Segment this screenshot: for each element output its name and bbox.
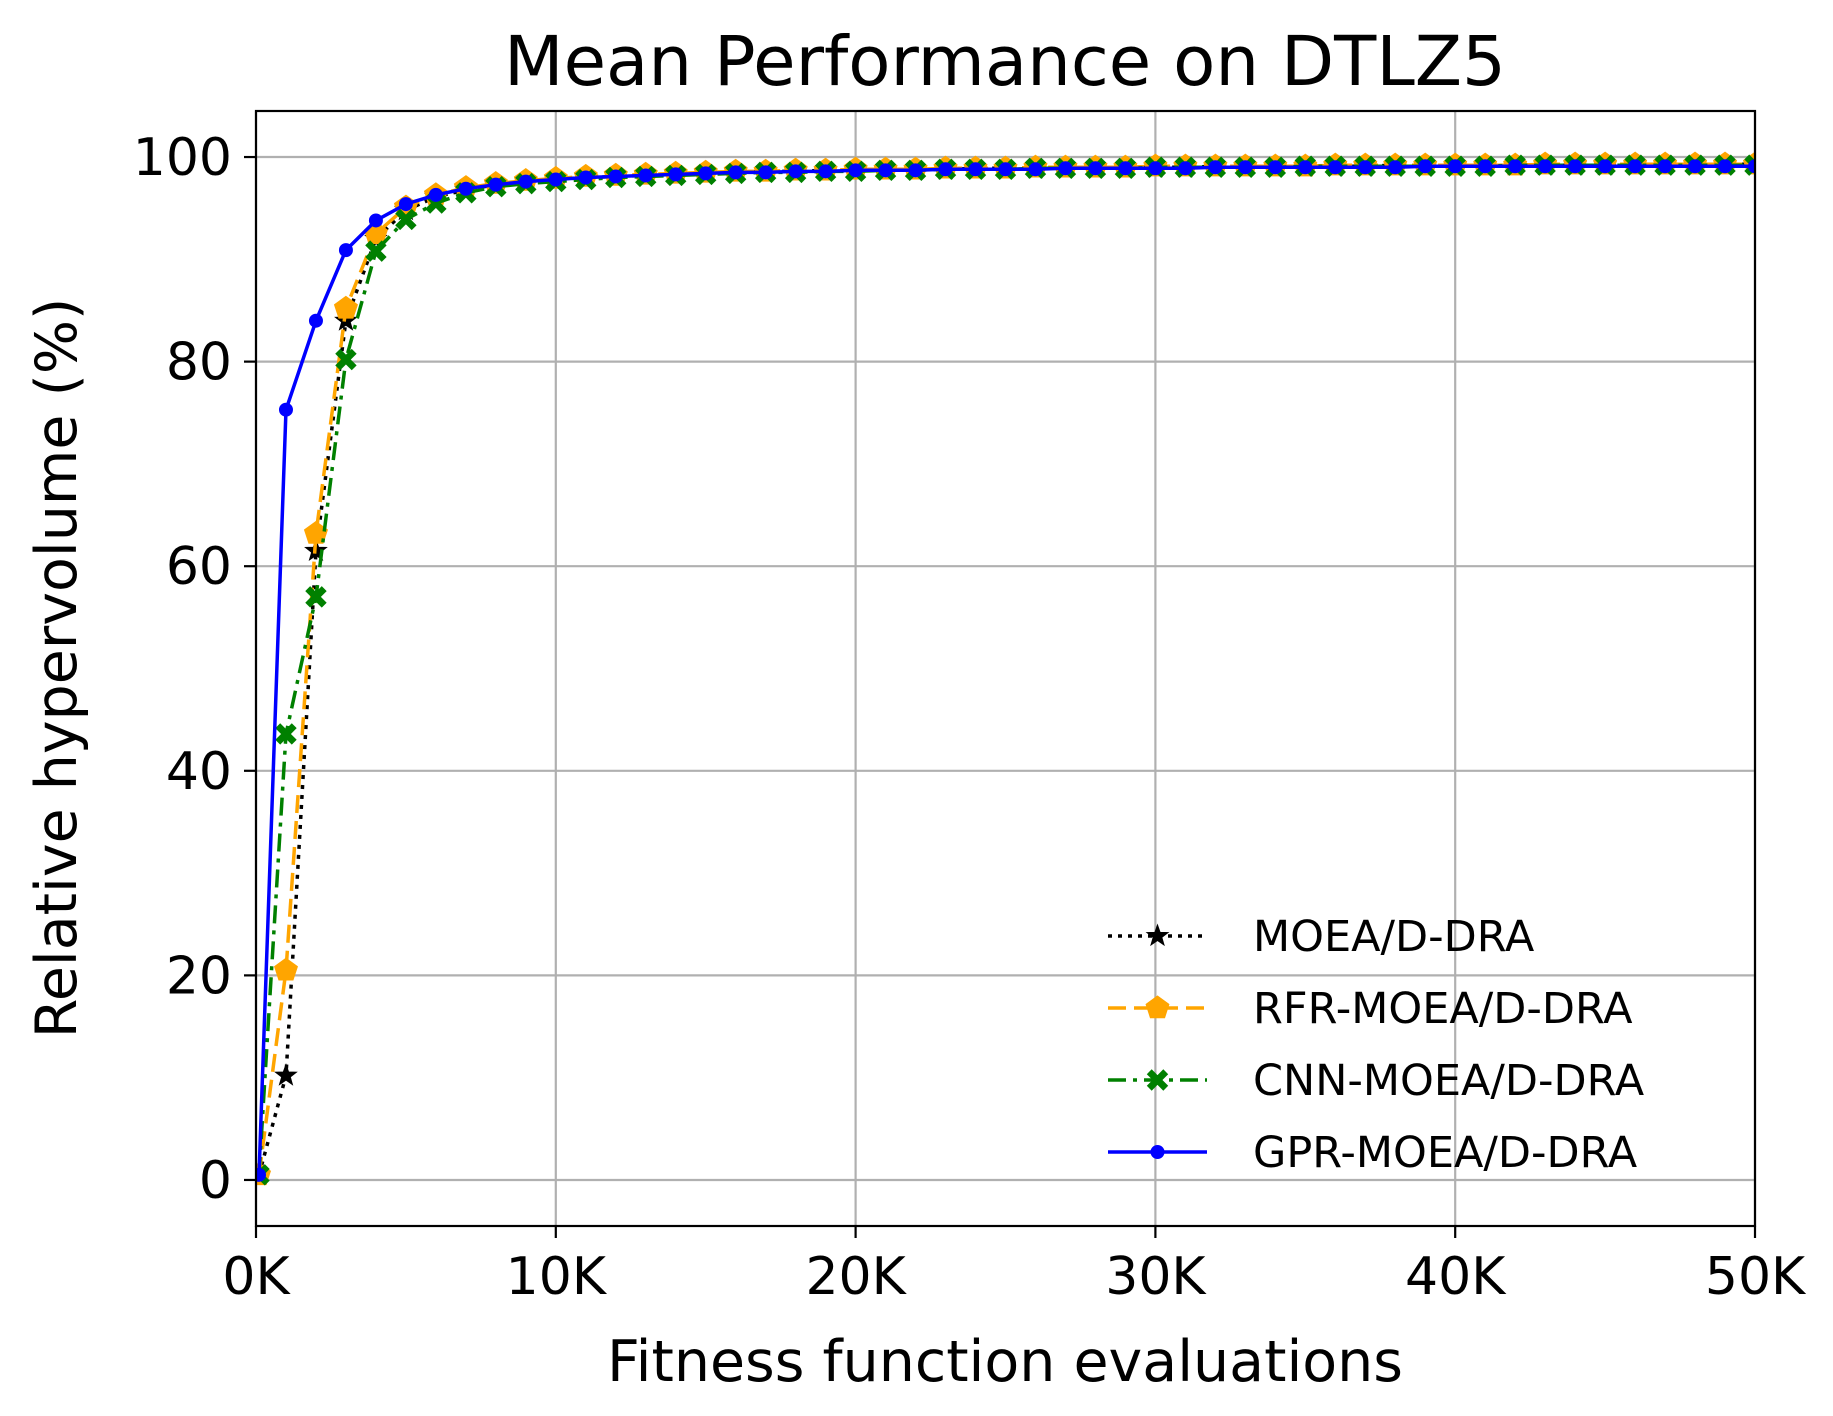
data-point bbox=[428, 187, 443, 202]
data-point bbox=[458, 181, 473, 196]
data-point bbox=[1058, 161, 1073, 176]
data-point bbox=[938, 162, 953, 177]
data-point bbox=[308, 313, 323, 328]
data-point bbox=[274, 1063, 298, 1086]
data-point bbox=[818, 164, 833, 179]
data-point bbox=[1118, 161, 1133, 176]
data-point bbox=[908, 163, 923, 178]
data-point bbox=[758, 165, 773, 180]
data-point bbox=[878, 163, 893, 178]
data-point bbox=[338, 243, 353, 258]
data-point bbox=[1298, 160, 1313, 175]
data-point bbox=[1088, 161, 1103, 176]
data-point bbox=[1238, 160, 1253, 175]
series-gpr-moea-d-dra bbox=[256, 159, 1755, 1182]
data-point bbox=[365, 240, 387, 262]
grid-lines bbox=[254, 111, 1757, 1226]
data-point bbox=[398, 197, 413, 212]
y-tick-label: 80 bbox=[166, 333, 232, 393]
y-tick-label: 0 bbox=[199, 1151, 232, 1211]
y-axis: 0 20 40 60 80 100 bbox=[133, 128, 256, 1211]
y-tick-label: 20 bbox=[166, 946, 232, 1006]
data-point bbox=[1568, 159, 1583, 174]
data-point bbox=[1658, 159, 1673, 174]
y-tick-label: 100 bbox=[133, 128, 232, 188]
data-point bbox=[1628, 159, 1643, 174]
data-point bbox=[1538, 159, 1553, 174]
data-point bbox=[274, 957, 298, 981]
legend-label: CNN-MOEA/D-DRA bbox=[1253, 1056, 1645, 1106]
data-point bbox=[1718, 159, 1733, 174]
data-point bbox=[548, 172, 563, 187]
y-axis-label: Relative hypervolume (%) bbox=[24, 298, 90, 1038]
legend-item: MOEA/D-DRA bbox=[1108, 912, 1535, 962]
x-axis: 0K 10K 20K 30K 40K 50K bbox=[222, 1226, 1807, 1307]
data-point bbox=[278, 402, 293, 417]
data-point bbox=[698, 166, 713, 181]
data-point bbox=[788, 164, 803, 179]
data-point bbox=[368, 213, 383, 228]
x-tick-label: 40K bbox=[1405, 1247, 1507, 1307]
data-point bbox=[1418, 159, 1433, 174]
legend-item: GPR-MOEA/D-DRA bbox=[1108, 1128, 1638, 1178]
data-point bbox=[1028, 162, 1043, 177]
data-point bbox=[1478, 159, 1493, 174]
legend-item: RFR-MOEA/D-DRA bbox=[1108, 984, 1633, 1034]
x-tick-label: 50K bbox=[1705, 1247, 1807, 1307]
data-point bbox=[998, 162, 1013, 177]
data-point bbox=[968, 162, 983, 177]
data-point bbox=[668, 167, 683, 182]
data-point bbox=[608, 169, 623, 184]
legend-label: RFR-MOEA/D-DRA bbox=[1253, 984, 1633, 1034]
data-point bbox=[1748, 159, 1755, 174]
data-point bbox=[1328, 160, 1343, 175]
data-point bbox=[848, 163, 863, 178]
data-point bbox=[305, 586, 327, 608]
x-tick-label: 20K bbox=[805, 1247, 907, 1307]
legend-marker bbox=[1146, 1069, 1169, 1091]
data-point bbox=[488, 177, 503, 192]
data-point bbox=[1688, 159, 1703, 174]
legend-marker bbox=[1150, 1145, 1165, 1159]
legend-marker bbox=[1145, 995, 1170, 1019]
data-point bbox=[1358, 160, 1373, 175]
y-tick-label: 40 bbox=[166, 742, 232, 802]
series-lines bbox=[256, 151, 1755, 1186]
legend-label: MOEA/D-DRA bbox=[1253, 912, 1535, 962]
data-point bbox=[1148, 161, 1163, 176]
plot-frame bbox=[254, 109, 1757, 1228]
data-point bbox=[1208, 160, 1223, 175]
data-point bbox=[578, 170, 593, 185]
data-point bbox=[1178, 161, 1193, 176]
legend-label: GPR-MOEA/D-DRA bbox=[1253, 1128, 1638, 1178]
chart-title: Mean Performance on DTLZ5 bbox=[504, 22, 1506, 102]
data-point bbox=[1268, 160, 1283, 175]
data-point bbox=[333, 295, 358, 319]
y-tick-label: 60 bbox=[166, 537, 232, 597]
data-point bbox=[1598, 159, 1613, 174]
legend: MOEA/D-DRA RFR-MOEA/D-DRA CNN-MOEA/D-DRA GP… bbox=[1108, 912, 1645, 1178]
x-tick-label: 0K bbox=[222, 1247, 291, 1307]
x-tick-label: 30K bbox=[1105, 1247, 1207, 1307]
data-point bbox=[1388, 160, 1403, 175]
data-point bbox=[728, 165, 743, 180]
data-point bbox=[1508, 159, 1523, 174]
data-point bbox=[1448, 159, 1463, 174]
x-tick-label: 10K bbox=[506, 1247, 608, 1307]
data-point bbox=[518, 174, 533, 189]
data-point bbox=[395, 208, 417, 231]
legend-marker bbox=[1145, 923, 1170, 947]
legend-item: CNN-MOEA/D-DRA bbox=[1108, 1056, 1645, 1106]
data-point bbox=[335, 348, 357, 371]
x-axis-label: Fitness function evaluations bbox=[607, 1329, 1403, 1395]
data-point bbox=[638, 168, 653, 183]
data-point bbox=[256, 1167, 266, 1182]
